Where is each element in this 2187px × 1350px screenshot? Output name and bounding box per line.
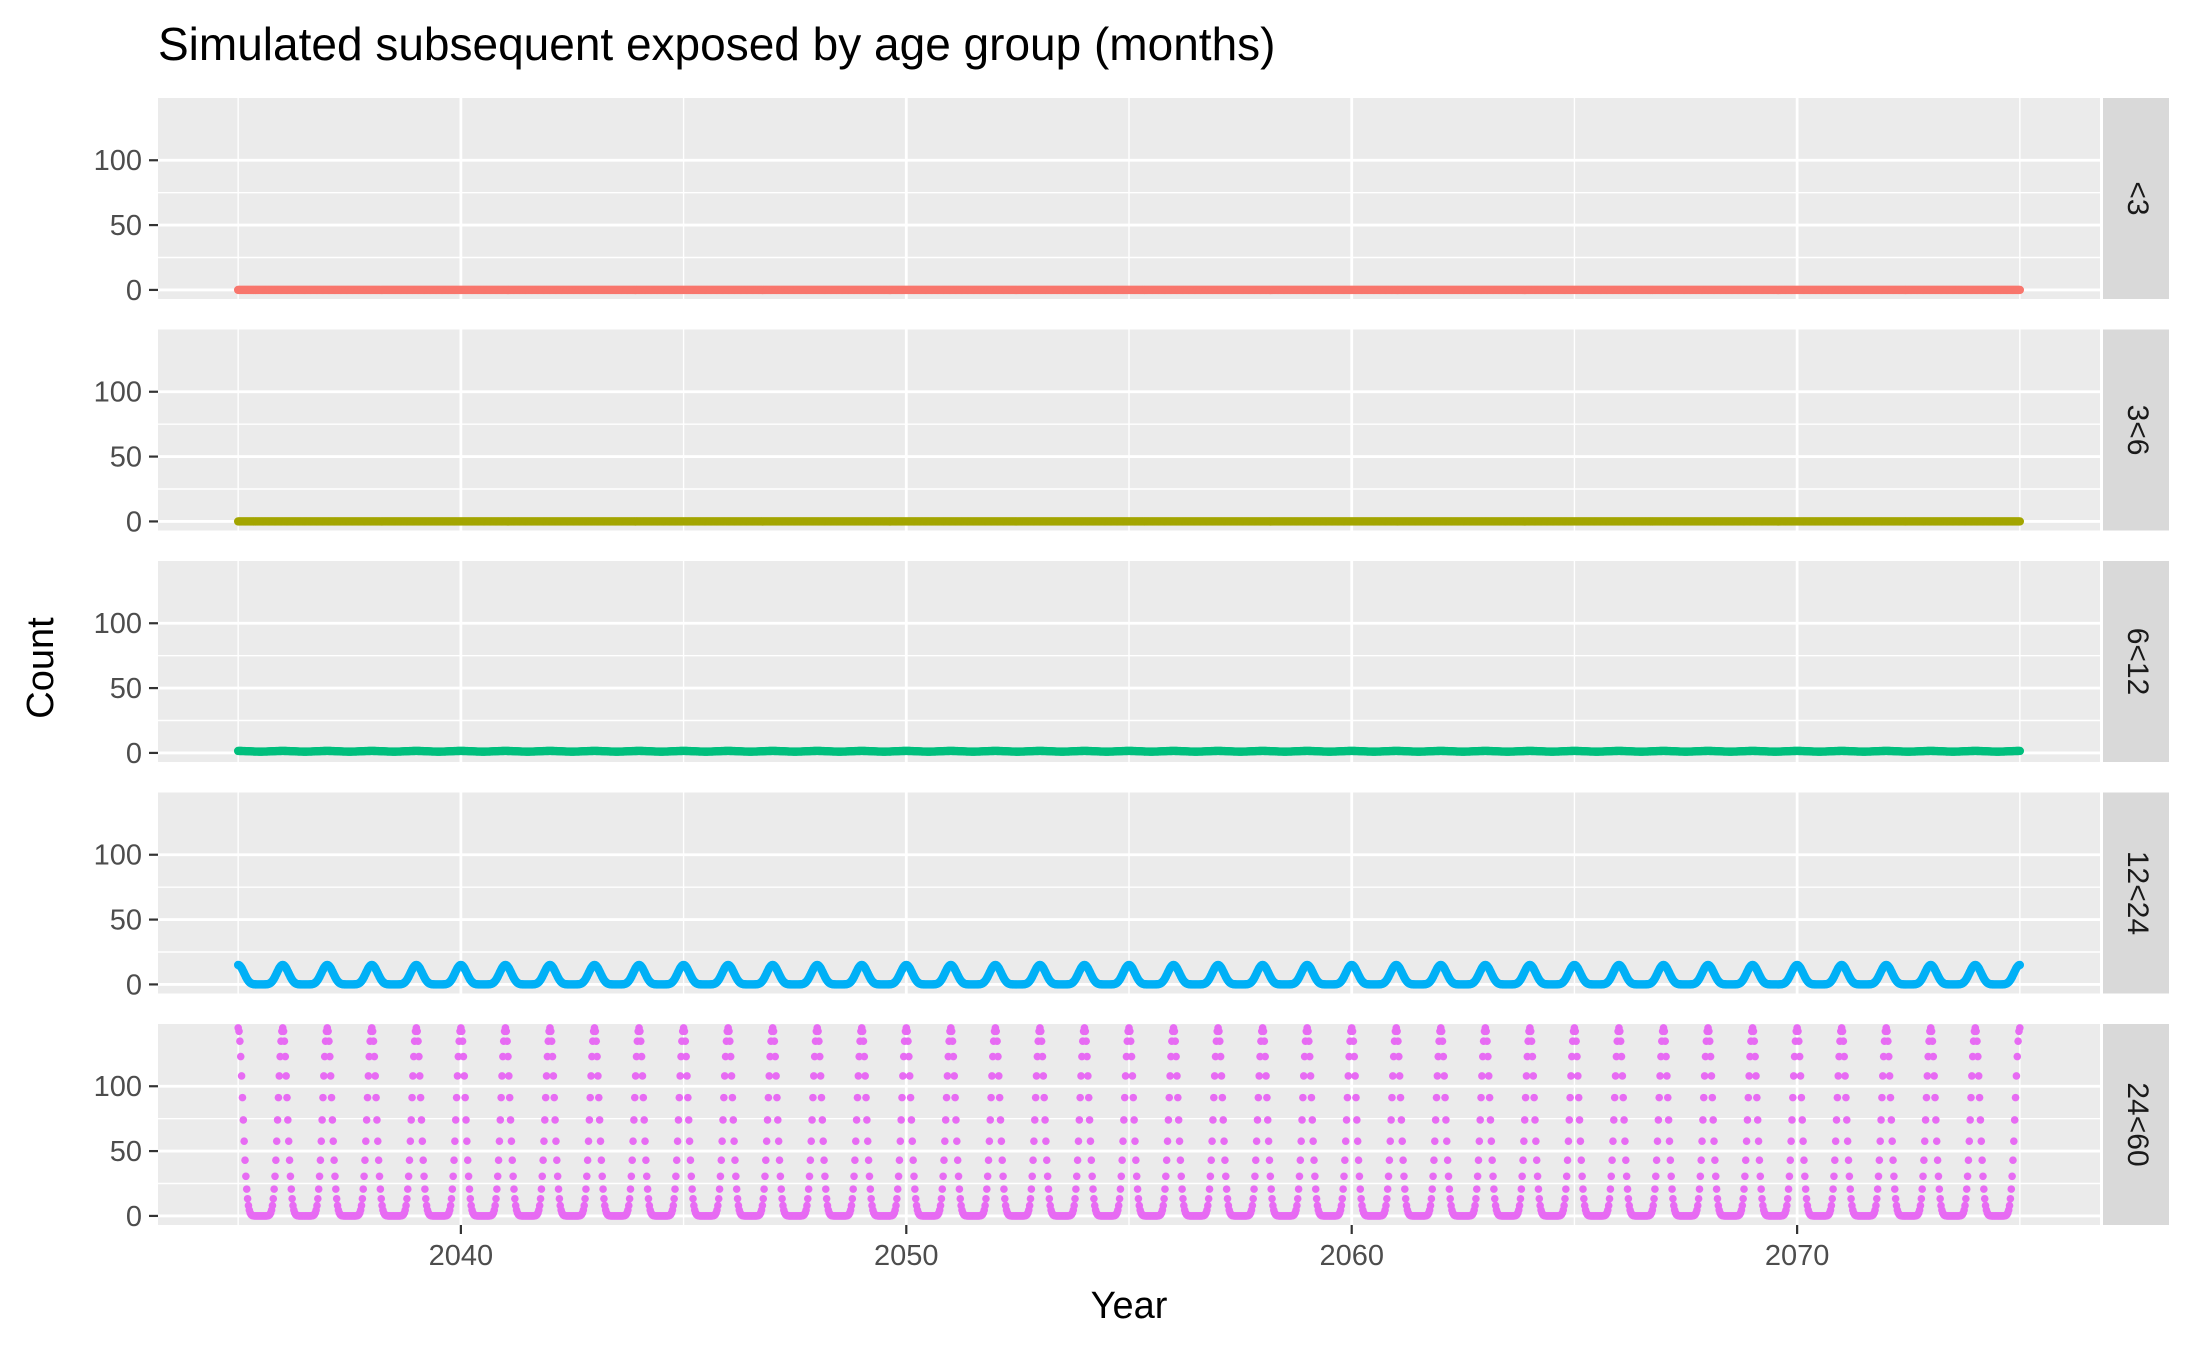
facet-strip-label: <3 bbox=[2121, 181, 2154, 215]
y-tick-label: 0 bbox=[126, 275, 142, 307]
facet-strip-label: 6<12 bbox=[2121, 628, 2154, 696]
facet-strip-label: 3<6 bbox=[2121, 405, 2154, 456]
chart-title: Simulated subsequent exposed by age grou… bbox=[158, 18, 1275, 70]
facet-panel: 0 50 100 6<12 bbox=[94, 561, 2169, 770]
facet-strip bbox=[2103, 98, 2169, 299]
facet-panel: 0 50 100 <3 bbox=[94, 98, 2169, 307]
y-tick-label: 100 bbox=[94, 377, 142, 409]
data-point bbox=[2015, 517, 2025, 526]
y-tick-label: 50 bbox=[110, 210, 142, 242]
series-points bbox=[233, 285, 2025, 295]
y-tick-label: 0 bbox=[126, 738, 142, 770]
y-tick-label: 0 bbox=[126, 506, 142, 538]
series-points bbox=[233, 746, 2025, 756]
data-point bbox=[2015, 285, 2025, 295]
y-tick-label: 50 bbox=[110, 442, 142, 474]
y-tick-label: 100 bbox=[94, 145, 142, 177]
series-points bbox=[233, 517, 2025, 526]
facet-panel: 0 50 100 3<6 bbox=[94, 329, 2169, 538]
y-tick-label: 100 bbox=[94, 608, 142, 640]
y-tick-label: 50 bbox=[110, 673, 142, 705]
